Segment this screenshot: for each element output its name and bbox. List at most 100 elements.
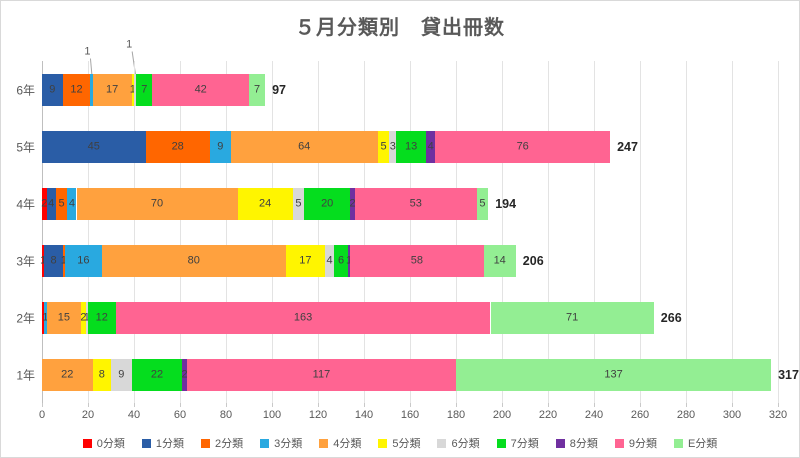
x-tick-label: 60 <box>173 409 187 421</box>
grid-line <box>640 61 641 403</box>
legend-item: 5分類 <box>378 435 420 451</box>
segment-label: 42 <box>194 83 207 95</box>
axis-tick <box>594 403 595 407</box>
segment-label: 2 <box>349 197 356 209</box>
segment-label: 15 <box>57 311 70 323</box>
total-label: 317 <box>778 367 799 382</box>
segment-label: 6 <box>337 254 345 266</box>
bar-segment <box>186 358 456 391</box>
x-tick-label: 80 <box>219 409 233 421</box>
segment-label: 163 <box>293 311 313 323</box>
bar-segment <box>62 73 91 106</box>
legend-label: 9分類 <box>628 438 657 450</box>
segment-label: 9 <box>217 140 224 152</box>
legend-swatch <box>200 438 210 448</box>
bar-segment <box>131 73 134 106</box>
bar-segment <box>46 301 82 334</box>
legend-label: 2分類 <box>214 438 244 450</box>
segment-label: 28 <box>171 140 184 152</box>
chart-title: ５月分類別 貸出冊数 <box>295 17 505 39</box>
bar-segment <box>85 301 88 334</box>
legend-label: 6分類 <box>451 438 480 450</box>
grid-line <box>594 61 595 403</box>
axis-tick <box>134 403 135 407</box>
y-axis-line <box>42 61 43 403</box>
bar-segment <box>304 187 351 220</box>
bar-segment <box>76 187 238 220</box>
bar-segment <box>55 187 68 220</box>
legend-item: 1分類 <box>141 435 184 451</box>
segment-label: 5 <box>479 197 486 209</box>
bar-segment <box>334 244 348 277</box>
legend-swatch <box>555 438 565 448</box>
grid-line <box>134 61 135 403</box>
grid-line <box>502 61 503 403</box>
segment-label: 1 <box>83 311 90 323</box>
bar-segment <box>81 301 86 334</box>
bar-segment <box>44 244 63 277</box>
segment-label: 13 <box>405 140 418 152</box>
bar-segment <box>152 73 249 106</box>
segment-label: 70 <box>150 197 164 209</box>
total-label: 97 <box>272 82 286 97</box>
bar-segment <box>435 130 611 163</box>
segment-label: 22 <box>150 368 164 380</box>
bar-segment <box>230 130 378 163</box>
segment-label: 24 <box>258 197 272 209</box>
bar-segment <box>46 187 56 220</box>
x-tick-label: 200 <box>492 409 512 421</box>
segment-label: 16 <box>77 254 90 266</box>
x-tick-label: 320 <box>768 409 788 421</box>
legend-label: 5分類 <box>392 438 421 450</box>
segment-label: 20 <box>321 197 334 209</box>
bar-segment <box>90 73 93 106</box>
segment-label: 76 <box>516 140 529 152</box>
grid-line <box>456 61 457 403</box>
bar-segment <box>101 244 286 277</box>
segment-label: 7 <box>141 83 148 95</box>
legend-swatch <box>141 438 151 448</box>
legend-swatch <box>437 438 447 448</box>
bar-segment <box>111 358 132 391</box>
bar-segment <box>347 244 351 277</box>
axis-tick <box>686 403 687 407</box>
segment-label: 58 <box>410 254 424 266</box>
bar-segment <box>389 130 397 163</box>
legend-item: 8分類 <box>555 435 598 451</box>
axis-tick <box>548 403 549 407</box>
x-tick-label: 20 <box>81 409 95 421</box>
x-tick-label: 40 <box>127 409 141 421</box>
axis-tick <box>778 403 779 407</box>
segment-label: 12 <box>95 311 108 323</box>
segment-label: 3 <box>389 140 396 152</box>
segment-label: 1 <box>345 254 353 266</box>
grid-line <box>180 61 181 403</box>
legend-item: 7分類 <box>496 435 539 451</box>
bar-segment <box>88 301 116 334</box>
total-label: 247 <box>617 139 638 154</box>
row-label: 6年 <box>16 83 35 97</box>
x-tick-label: 280 <box>676 409 696 421</box>
bar-segment <box>42 244 45 277</box>
grid-line <box>226 61 227 403</box>
segment-label: 1 <box>129 83 136 95</box>
bar-segment <box>209 130 231 163</box>
bar-segment <box>131 358 183 391</box>
legend-swatch <box>82 438 92 448</box>
segment-label: 5 <box>295 197 302 209</box>
axis-tick <box>364 403 365 407</box>
total-label: 266 <box>660 310 682 325</box>
segment-label: 5 <box>380 140 387 152</box>
segment-label: 1 <box>40 254 47 266</box>
axis-tick <box>640 403 641 407</box>
segment-label: 64 <box>298 140 311 152</box>
segment-label: 117 <box>312 368 331 380</box>
axis-tick <box>180 403 181 407</box>
bar-segment <box>350 244 484 277</box>
legend-swatch <box>614 438 624 448</box>
legend: 0分類 1分類 2分類 3分類 4分類 5分類 6分類 7分類 8分類 9分類 E分類 <box>1 435 799 451</box>
bar-segment <box>65 244 102 277</box>
bar-segment <box>324 244 335 277</box>
x-tick-label: 120 <box>308 409 328 421</box>
bar-segment <box>476 187 489 220</box>
